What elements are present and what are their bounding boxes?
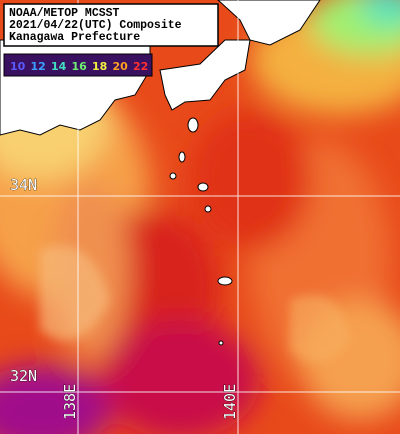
- colorbar-label: 20: [113, 60, 129, 73]
- header-line: Kanagawa Prefecture: [9, 31, 140, 44]
- colorbar-box: [3, 53, 153, 77]
- longitude-label: 140E: [221, 384, 239, 420]
- header-line: NOAA/METOP MCSST: [9, 7, 120, 20]
- colorbar-label: 14: [51, 60, 67, 73]
- colorbar-label: 12: [31, 60, 46, 73]
- colorbar-label: 22: [133, 60, 148, 73]
- latitude-label: 34N: [10, 176, 37, 194]
- latitude-label: 32N: [10, 367, 37, 385]
- longitude-label: 138E: [61, 384, 79, 420]
- colorbar-label: 16: [72, 60, 88, 73]
- header-line: 2021/04/22(UTC) Composite: [9, 19, 182, 32]
- colorbar-label: 10: [10, 60, 26, 73]
- colorbar-label: 18: [92, 60, 107, 73]
- header-box: [3, 3, 219, 47]
